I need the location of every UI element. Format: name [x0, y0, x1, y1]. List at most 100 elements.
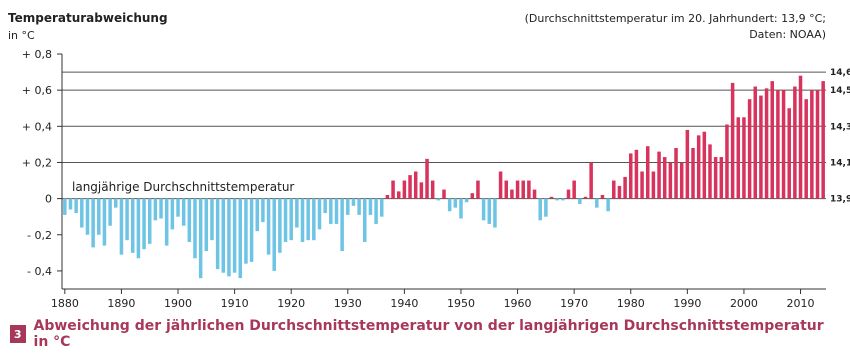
bar — [334, 198, 339, 224]
bar — [702, 131, 707, 199]
bar — [340, 198, 344, 252]
bar — [278, 198, 282, 253]
bar — [781, 90, 786, 199]
bar — [549, 196, 554, 199]
bar — [283, 198, 288, 242]
bar — [583, 196, 588, 199]
bar — [210, 198, 214, 241]
x-tick-label: 1880 — [51, 297, 79, 310]
bar — [566, 189, 571, 199]
bar — [623, 176, 627, 199]
bar — [391, 180, 395, 199]
bar — [142, 198, 146, 250]
bar — [713, 157, 718, 199]
bar — [685, 129, 690, 199]
bar — [753, 86, 758, 199]
bar — [764, 88, 769, 199]
bar — [821, 81, 825, 199]
bar — [770, 81, 774, 199]
y2-tick-label: 13,9 — [830, 195, 850, 205]
bar — [97, 198, 101, 235]
bar — [759, 95, 763, 199]
bar — [368, 198, 373, 215]
x-tick-label: 1980 — [617, 297, 645, 310]
bar — [204, 198, 209, 252]
bar — [640, 171, 644, 199]
bar — [153, 198, 158, 221]
bar — [572, 180, 576, 199]
bar — [91, 198, 95, 248]
bar — [561, 198, 565, 201]
bar — [363, 198, 367, 242]
bar — [164, 198, 169, 246]
bar — [787, 108, 791, 199]
bar — [538, 198, 542, 221]
bar — [668, 162, 673, 199]
bar — [413, 171, 418, 199]
bar — [504, 180, 509, 199]
x-tick-label: 2000 — [730, 297, 758, 310]
x-tick-label: 2010 — [787, 297, 815, 310]
bar — [114, 198, 118, 208]
bar — [198, 198, 203, 279]
bar — [346, 198, 350, 215]
bar — [747, 99, 752, 199]
bar — [68, 198, 73, 210]
bar — [629, 153, 633, 199]
bar — [351, 198, 356, 206]
bar — [323, 198, 327, 214]
y-tick-label: + 0,2 — [22, 156, 52, 169]
bar — [408, 175, 412, 199]
note: Daten: NOAA) — [749, 28, 826, 41]
bar — [181, 198, 186, 226]
bar — [125, 198, 129, 241]
bar — [379, 198, 384, 217]
bar — [295, 198, 299, 228]
bar — [147, 198, 152, 244]
bar — [742, 117, 746, 199]
bar — [532, 189, 537, 199]
bar — [419, 182, 424, 199]
x-tick-label: 1950 — [447, 297, 475, 310]
bar — [793, 86, 797, 199]
caption-number: 3 — [10, 325, 26, 343]
bar — [215, 198, 220, 270]
bar — [815, 90, 820, 199]
bar — [357, 198, 361, 215]
caption: 3 Abweichung der jährlichen Durchschnitt… — [10, 318, 840, 350]
bar — [385, 195, 390, 199]
bar — [170, 198, 175, 230]
bar — [521, 180, 525, 199]
bar — [595, 198, 599, 208]
bar — [312, 198, 316, 241]
bar — [272, 198, 276, 271]
bar — [74, 198, 78, 214]
bar — [227, 198, 231, 277]
bar — [804, 99, 808, 199]
y2-tick-label: 14,3 — [830, 122, 850, 132]
bar — [459, 198, 463, 219]
bar — [317, 198, 322, 230]
annotation: langjährige Durchschnittstemperatur — [72, 180, 294, 194]
bar — [453, 198, 458, 208]
bar — [810, 90, 814, 199]
bar — [176, 198, 180, 217]
bar — [657, 151, 661, 199]
y2-tick-label: 14,6 — [830, 68, 850, 78]
bar — [255, 198, 259, 232]
bar — [691, 148, 695, 199]
y-tick-label: 0 — [45, 193, 52, 206]
bar — [396, 191, 401, 199]
bar — [606, 198, 610, 212]
y-tick-label: + 0,8 — [22, 48, 52, 61]
bar — [476, 180, 480, 199]
bar — [374, 198, 378, 224]
bar — [634, 149, 639, 199]
bar — [544, 198, 548, 217]
bar — [730, 82, 735, 199]
y-tick-label: + 0,4 — [22, 120, 52, 133]
bar — [674, 148, 678, 199]
bar — [662, 157, 667, 199]
x-tick-label: 1990 — [673, 297, 701, 310]
bar — [300, 198, 305, 242]
